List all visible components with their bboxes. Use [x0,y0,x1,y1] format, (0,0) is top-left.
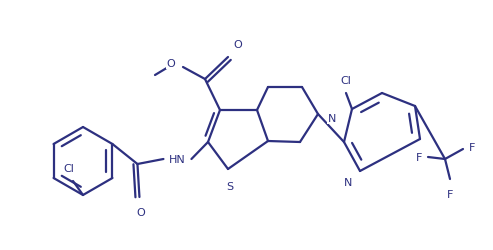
Text: O: O [233,40,242,50]
Text: N: N [344,177,352,187]
Text: Cl: Cl [341,76,352,86]
Text: S: S [226,181,234,191]
Text: Cl: Cl [64,163,74,173]
Text: F: F [447,189,453,199]
Text: F: F [416,152,422,162]
Text: F: F [469,142,475,152]
Text: N: N [328,114,336,124]
Text: HN: HN [169,154,186,164]
Text: O: O [166,59,175,69]
Text: O: O [136,207,145,217]
